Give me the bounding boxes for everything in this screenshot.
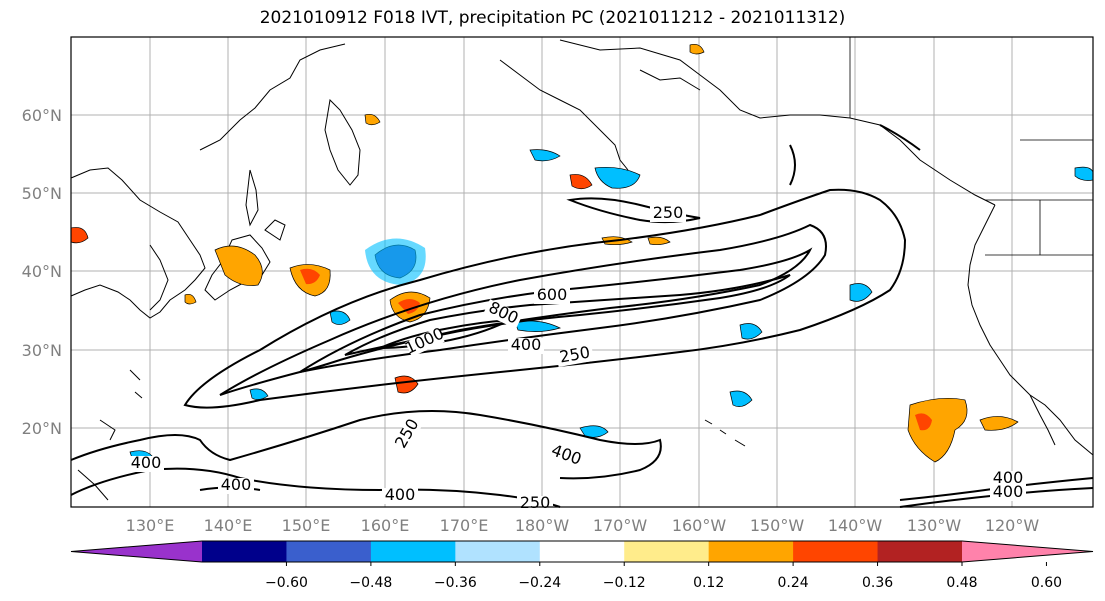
lon-label: 180°W — [515, 516, 570, 535]
colorbar-tick-label: −0.60 — [265, 575, 308, 591]
precip-shading — [70, 43, 1094, 463]
colorbar-segment — [286, 541, 372, 562]
lon-label: 150°E — [282, 516, 331, 535]
colorbar-segment — [202, 541, 287, 562]
colorbar-tick-label: −0.24 — [518, 575, 561, 591]
coastlines — [70, 37, 1094, 501]
lat-label: 50°N — [22, 184, 62, 203]
colorbar-max-extension — [962, 541, 1093, 562]
contour-label: 400 — [993, 482, 1024, 501]
contour-label: 400 — [993, 468, 1024, 487]
lon-label: 140°W — [828, 516, 883, 535]
lon-label: 160°E — [361, 516, 410, 535]
longitude-labels: 130°E 140°E 150°E 160°E 170°E 180°W 170°W 160°W… — [126, 516, 1040, 535]
map-border — [70, 36, 1094, 508]
colorbar-segment — [455, 541, 541, 562]
colorbar-segment — [370, 541, 456, 562]
colorbar-tick-label: −0.12 — [603, 575, 646, 591]
map-title: 2021010912 F018 IVT, precipitation PC (2… — [259, 8, 846, 28]
lat-label: 30°N — [22, 341, 62, 360]
lat-label: 60°N — [22, 106, 62, 125]
colorbar-outline — [70, 540, 1094, 563]
contour-label: 400 — [131, 453, 162, 472]
colorbar-tick-label: −0.48 — [349, 575, 392, 591]
lon-label: 130°W — [907, 516, 962, 535]
lat-label: 20°N — [22, 419, 62, 438]
contour-label: 400 — [221, 475, 252, 494]
colorbar-tick-label: 0.48 — [946, 575, 977, 591]
colorbar-segment — [624, 541, 710, 562]
colorbar-segment — [793, 541, 879, 562]
colorbar: −0.60 −0.48 −0.36 −0.24 −0.12 0.12 0.24 0.36 0.4… — [70, 540, 1094, 591]
colorbar-tick-label: 0.24 — [778, 575, 809, 591]
contour-label: 250 — [653, 203, 684, 222]
lon-label: 170°W — [593, 516, 648, 535]
colorbar-tick-label: 0.60 — [1031, 575, 1062, 591]
lon-label: 140°E — [204, 516, 253, 535]
latitude-labels: 60°N 50°N 40°N 30°N 20°N — [22, 106, 62, 438]
colorbar-tick-label: −0.36 — [434, 575, 477, 591]
lon-label: 130°E — [126, 516, 175, 535]
contour-label: 400 — [511, 335, 542, 354]
lon-label: 160°W — [672, 516, 727, 535]
colorbar-segment — [877, 541, 963, 562]
colorbar-tick-label: 0.12 — [693, 575, 724, 591]
contour-label: 250 — [520, 493, 551, 512]
lon-label: 120°W — [985, 516, 1040, 535]
contour-label: 600 — [537, 285, 568, 304]
lon-label: 170°E — [440, 516, 489, 535]
lat-label: 40°N — [22, 262, 62, 281]
contour-label: 400 — [385, 485, 416, 504]
colorbar-segment — [539, 541, 625, 562]
lon-label: 150°W — [750, 516, 805, 535]
colorbar-segment — [708, 541, 794, 562]
colorbar-tick-label: 0.36 — [862, 575, 893, 591]
colorbar-min-extension — [71, 541, 202, 562]
